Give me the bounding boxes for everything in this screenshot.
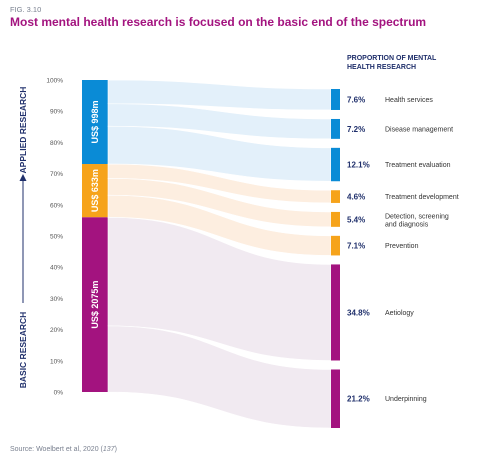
axis-arrow-head bbox=[19, 174, 27, 181]
y-tick-label: 60% bbox=[50, 202, 63, 209]
category-name: Treatment development bbox=[385, 194, 459, 201]
y-tick-label: 0% bbox=[54, 390, 64, 397]
axis-label-top: APPLIED RESEARCH bbox=[18, 87, 28, 174]
category-name: Underpinning bbox=[385, 396, 427, 403]
category-bar bbox=[331, 190, 340, 203]
category-bar bbox=[331, 118, 340, 139]
left-bar-label: US$ 2075m bbox=[90, 281, 100, 329]
category-bar bbox=[331, 89, 340, 110]
y-tick-label: 70% bbox=[50, 171, 63, 178]
category-percent: 7.6% bbox=[347, 95, 365, 104]
y-tick-label: 50% bbox=[50, 234, 63, 241]
y-tick-label: 90% bbox=[50, 109, 63, 116]
y-tick-label: 80% bbox=[50, 140, 63, 147]
category-name: Aetiology bbox=[385, 310, 414, 317]
category-bar bbox=[331, 235, 340, 256]
category-name-cont: and diagnosis bbox=[385, 221, 429, 228]
y-tick-label: 100% bbox=[46, 78, 63, 85]
category-name: Health services bbox=[385, 97, 433, 104]
figure-label: FIG. 3.10 bbox=[10, 5, 42, 14]
left-bar-segment bbox=[82, 80, 108, 165]
source-ref: 137 bbox=[102, 446, 115, 453]
category-name: Detection, screening bbox=[385, 213, 449, 220]
category-name: Treatment evaluation bbox=[385, 162, 451, 169]
y-tick-label: 10% bbox=[50, 358, 63, 365]
source-suffix: ) bbox=[114, 446, 117, 453]
source-prefix: Source: Woelbert et al, 2020 ( bbox=[10, 446, 103, 453]
category-percent: 7.1% bbox=[347, 242, 365, 251]
left-bar-segment bbox=[82, 164, 108, 218]
source-note: Source: Woelbert et al, 2020 (137) bbox=[10, 446, 117, 453]
y-tick-label: 40% bbox=[50, 265, 63, 272]
category-bar bbox=[331, 369, 340, 428]
axis-label-bottom: BASIC RESEARCH bbox=[18, 312, 28, 389]
y-tick-label: 30% bbox=[50, 296, 63, 303]
flow-link bbox=[107, 103, 332, 140]
category-name: Disease management bbox=[385, 126, 453, 133]
left-bar-label: US$ 998m bbox=[90, 100, 100, 143]
legend-title: PROPORTION OF MENTAL bbox=[347, 55, 437, 62]
left-bar-segment bbox=[82, 217, 108, 392]
chart-title: Most mental health research is focused o… bbox=[10, 15, 427, 29]
category-bar bbox=[331, 264, 340, 361]
category-percent: 21.2% bbox=[347, 395, 370, 404]
category-percent: 4.6% bbox=[347, 193, 365, 202]
category-percent: 34.8% bbox=[347, 308, 370, 317]
category-percent: 7.2% bbox=[347, 125, 365, 134]
y-tick-label: 20% bbox=[50, 327, 63, 334]
category-bar bbox=[331, 147, 340, 182]
legend-title-cont: HEALTH RESEARCH bbox=[347, 64, 416, 71]
category-name: Prevention bbox=[385, 243, 419, 250]
left-bar-label: US$ 633m bbox=[90, 169, 100, 212]
flow-links bbox=[107, 79, 332, 429]
category-percent: 12.1% bbox=[347, 161, 370, 170]
category-percent: 5.4% bbox=[347, 215, 365, 224]
category-bar bbox=[331, 211, 340, 227]
